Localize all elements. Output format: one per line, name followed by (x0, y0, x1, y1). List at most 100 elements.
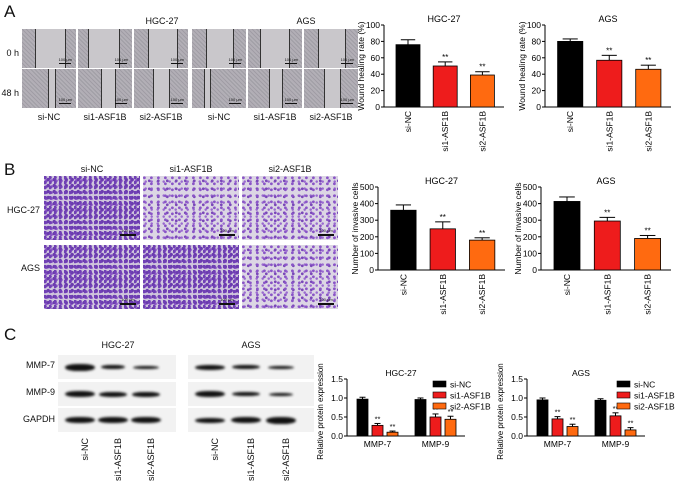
y-tick-label: 500 (360, 182, 374, 192)
bar (551, 418, 564, 437)
scale-bar: 100 μm (58, 57, 72, 64)
invasion-image: 100 μm (44, 245, 140, 309)
y-tick-label: 60 (371, 53, 381, 63)
significance-marker: ** (390, 422, 396, 431)
y-tick-label: 80 (532, 36, 542, 46)
significance-marker: ** (644, 226, 650, 235)
bar (371, 424, 384, 437)
chart-title: HGC-27 (385, 368, 416, 378)
panel-letter-c: C (4, 325, 17, 344)
legend-label: si1-ASF1B (634, 391, 675, 401)
bar (557, 41, 584, 108)
panel-b-row-hgc27: HGC-27 (6, 205, 40, 215)
x-tick-label: MMP-7 (544, 439, 572, 449)
bar (624, 429, 637, 437)
wound-image: 100 μm (134, 29, 188, 68)
invasion-image: 100 μm (242, 176, 338, 240)
y-tick-label: 40 (371, 69, 381, 79)
bar (469, 239, 496, 271)
y-axis-label: Number of invasive cells (513, 182, 523, 274)
chart-title: AGS (596, 176, 615, 186)
legend-swatch (432, 391, 447, 399)
wound-image: 100 μm (248, 29, 302, 68)
blot-strip (58, 408, 176, 432)
protein-band (133, 365, 159, 369)
y-tick-label: 0 (532, 265, 537, 275)
protein-band (195, 417, 225, 423)
scale-bar: 100 μm (340, 97, 354, 104)
bar (553, 201, 581, 271)
legend-swatch (616, 402, 631, 410)
x-tick-label: si2-ASF1B (643, 274, 653, 315)
significance-marker: ** (604, 208, 610, 217)
panel-a-col-label: si1-ASF1B (83, 112, 127, 122)
protein-band (266, 416, 296, 424)
protein-band (195, 364, 225, 370)
x-tick-label: si1-ASF1B (602, 274, 612, 315)
panel-a-col-label: si-NC (207, 112, 231, 122)
invasion-image: 100 μm (44, 176, 140, 240)
blot-strip (188, 382, 314, 406)
y-tick-label: 40 (532, 69, 542, 79)
y-axis-label: Relative protein expression (496, 363, 505, 460)
significance-marker: ** (433, 405, 439, 414)
y-axis-label: Relative protein expression (316, 363, 325, 460)
y-axis-label: Wound healing rate (%) (356, 21, 366, 110)
legend-swatch (616, 380, 631, 388)
legend-label: si2-ASF1B (634, 402, 675, 412)
significance-marker: ** (606, 46, 612, 55)
protein-band (232, 392, 260, 396)
chart-title: HGC-27 (425, 176, 458, 186)
significance-marker: ** (570, 415, 576, 424)
panel-a-col-label: si2-ASF1B (309, 112, 353, 122)
panel-c-header-ags: AGS (241, 340, 261, 350)
wound-image: 100 μm (192, 29, 246, 68)
scale-bar: 100 μm (170, 97, 184, 104)
x-tick-label: si-NC (398, 274, 408, 295)
scale-bar: 100 μm (228, 97, 242, 104)
significance-marker: ** (375, 414, 381, 423)
bar (634, 238, 661, 271)
chart-title: AGS (598, 14, 617, 24)
significance-marker: ** (448, 407, 454, 416)
panel-a-col-label: si2-ASF1B (139, 112, 183, 122)
x-tick-label: si2-ASF1B (477, 274, 487, 315)
protein-band (65, 417, 95, 423)
significance-marker: ** (442, 53, 448, 62)
bar (469, 74, 495, 108)
panel-a-col-label: si1-ASF1B (253, 112, 297, 122)
protein-band (231, 417, 261, 423)
panel-a-header-hgc27: HGC-27 (145, 16, 179, 26)
scale-bar: 100 μm (219, 297, 235, 305)
scale-bar: 100 μm (340, 57, 354, 64)
y-tick-label: 100 (360, 248, 374, 258)
y-tick-label: 60 (532, 53, 542, 63)
bar (444, 418, 457, 437)
bar (390, 209, 417, 271)
bar (429, 228, 456, 271)
chart-title: HGC-27 (427, 14, 460, 24)
y-tick-label: 0.0 (511, 431, 523, 441)
scale-bar: 100 μm (284, 57, 298, 64)
y-axis-label: Number of invasive cells (350, 182, 360, 274)
protein-band (65, 363, 95, 371)
scale-bar: 100 μm (170, 57, 184, 64)
bar (429, 416, 442, 437)
y-tick-label: 1.0 (331, 393, 343, 403)
protein-band (98, 417, 128, 423)
y-tick-label: 400 (523, 199, 537, 209)
y-tick-label: 20 (532, 86, 542, 96)
x-tick-label: si2-ASF1B (477, 111, 487, 152)
y-tick-label: 400 (360, 199, 374, 209)
panel-b-col-label: si2-ASF1B (268, 164, 312, 174)
wound-image: 100 μm (78, 69, 132, 108)
invasion-image: 100 μm (242, 245, 338, 309)
wound-image: 100 μm (192, 69, 246, 108)
bar (356, 398, 369, 437)
y-tick-label: 1.5 (511, 374, 523, 384)
bar (596, 59, 623, 108)
y-tick-label: 300 (523, 215, 537, 225)
panel-letter-b: B (4, 160, 16, 179)
panel-a-row-48h: 48 h (1, 88, 19, 98)
invasion-image: 100 μm (143, 245, 239, 309)
